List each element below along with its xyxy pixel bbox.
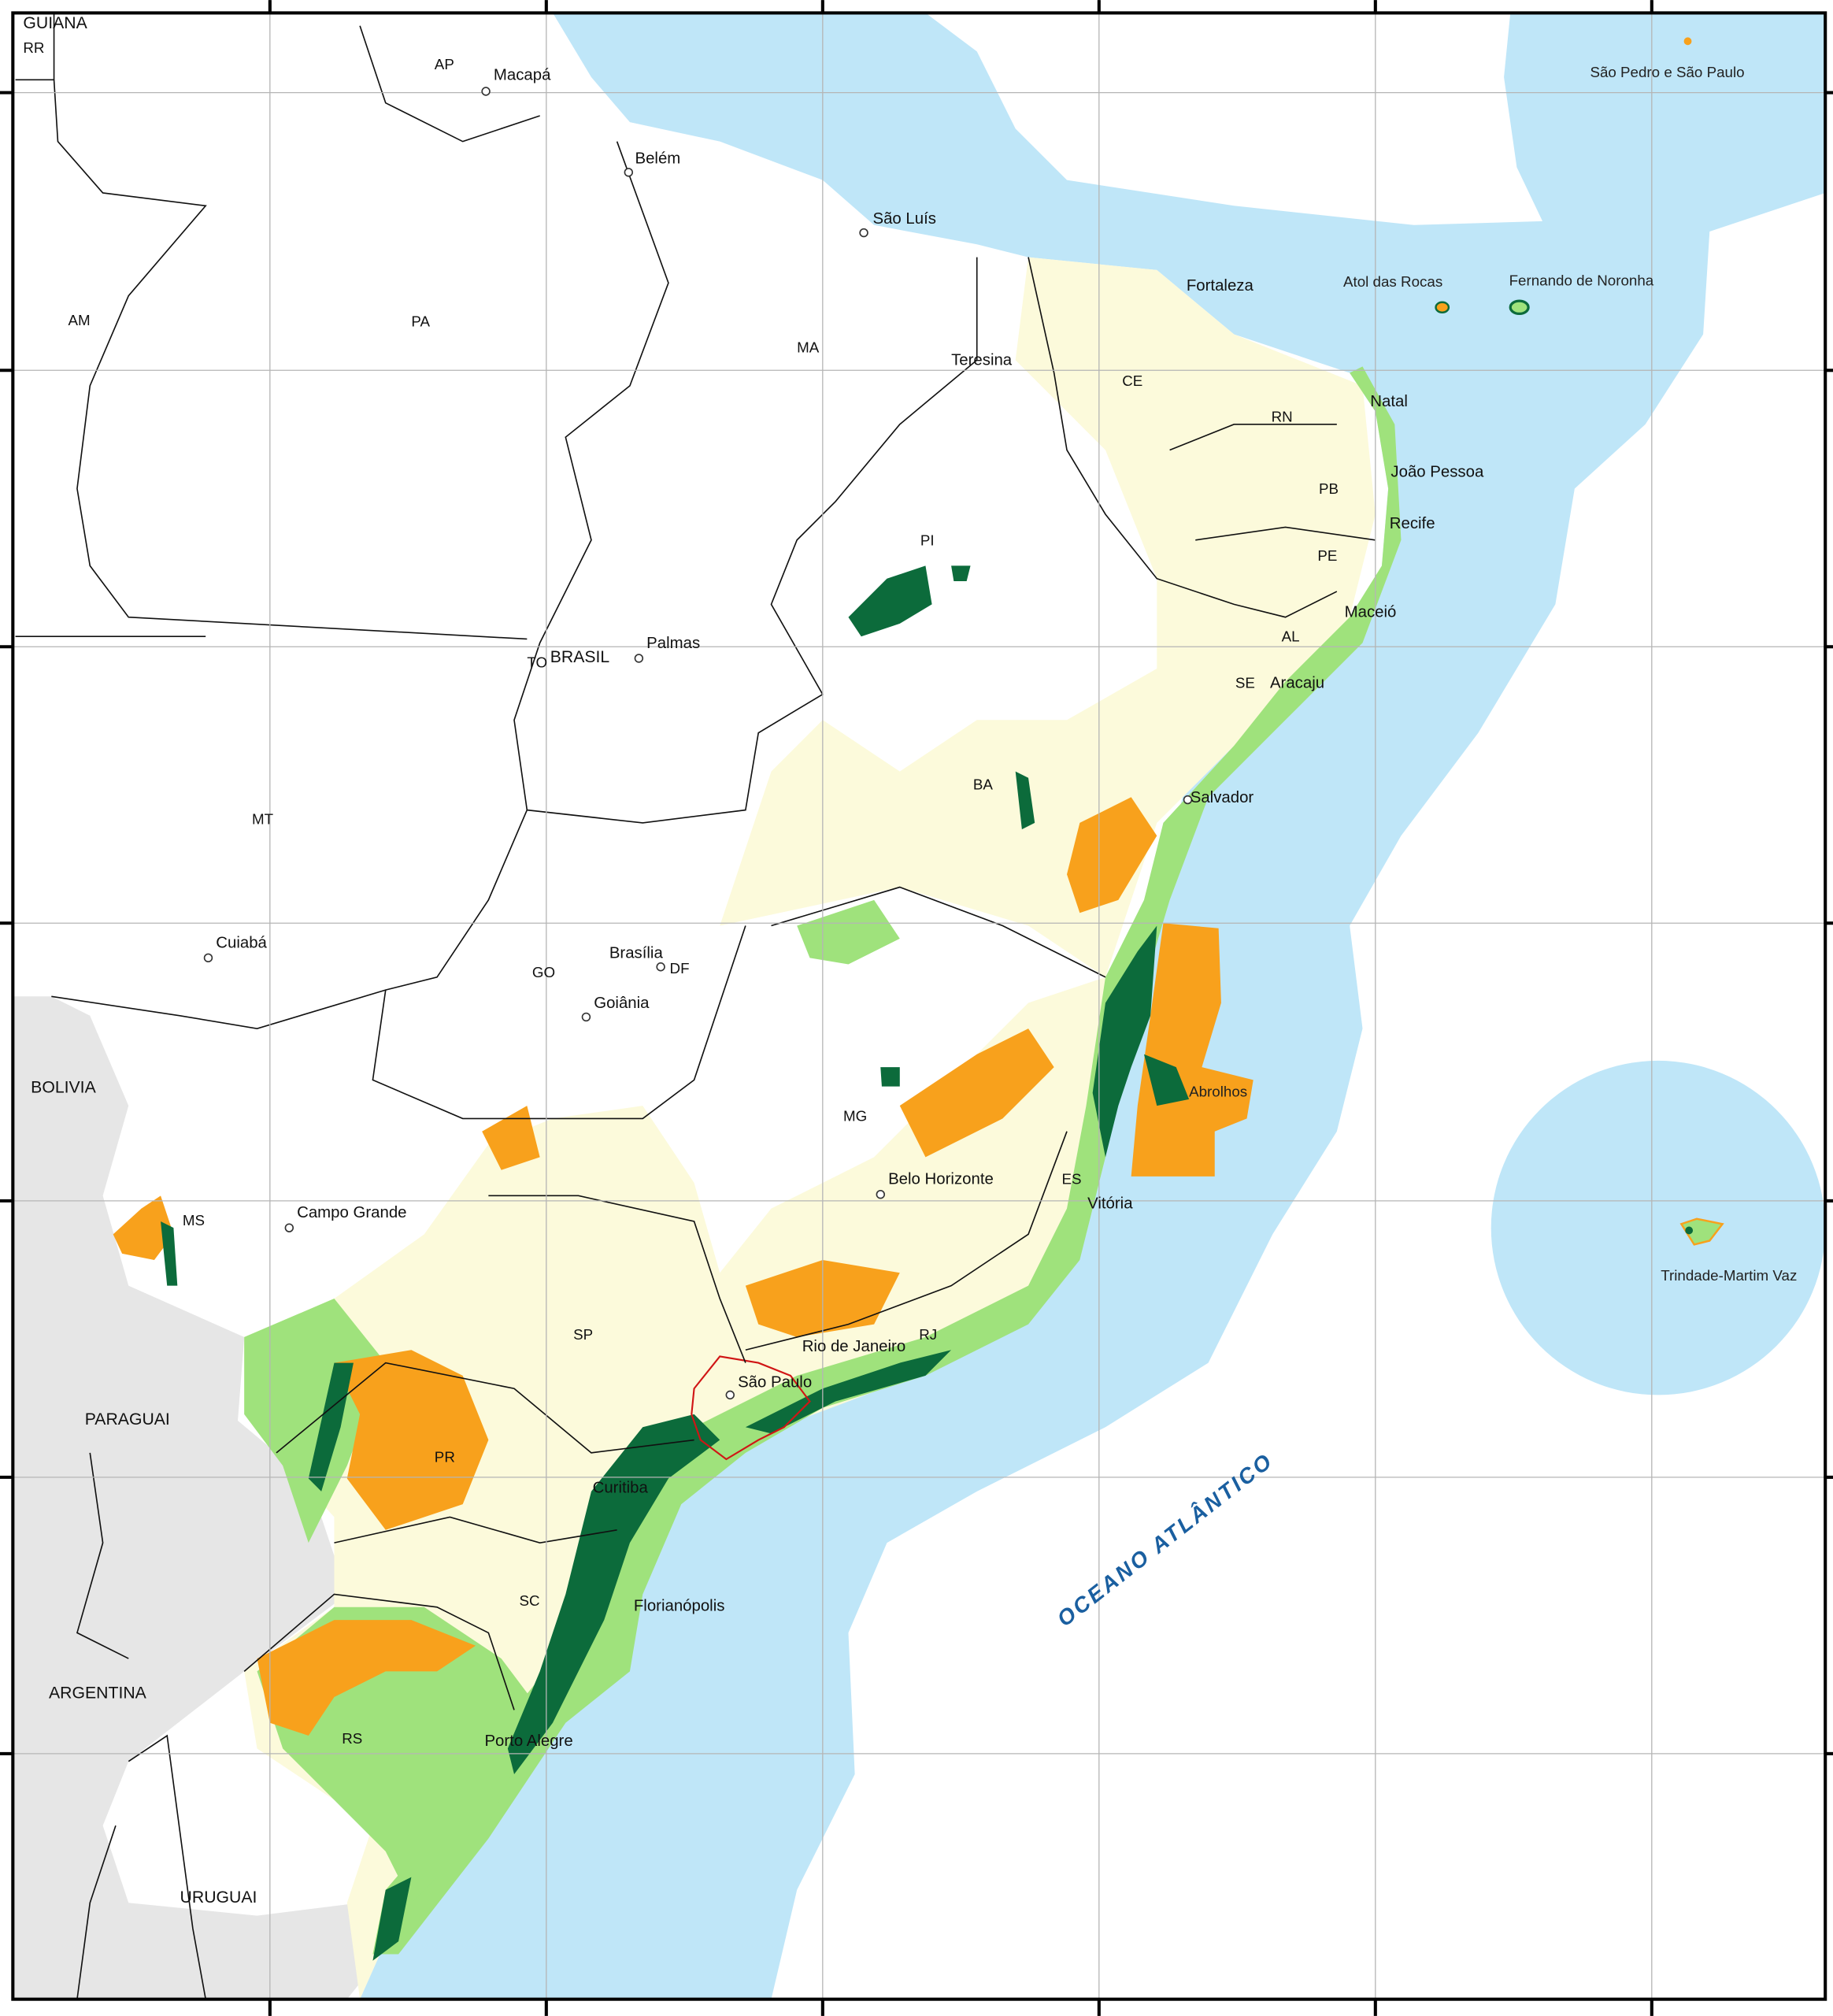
city-label: Palmas [646,635,700,652]
city-label: Fortaleza [1187,277,1254,295]
city-label: Curitiba [593,1479,649,1496]
city-label: Natal [1370,393,1408,410]
city-markers [203,87,1193,1400]
state-label: SC [520,1592,540,1609]
state-label: ES [1061,1171,1081,1188]
city-label: Aracaju [1270,674,1324,691]
city-label: Porto Alegre [484,1732,572,1750]
city-label: São Paulo [738,1374,812,1392]
state-label: PB [1319,480,1339,497]
country-label: BRASIL [550,648,610,666]
state-label: MS [183,1212,205,1228]
city-label: Salvador [1191,789,1254,806]
city-label: Brasília [609,944,664,962]
country-label: PARAGUAI [85,1410,170,1429]
state-label: RJ [919,1326,937,1343]
island-label: Atol das Rocas [1343,273,1442,290]
city-label: Florianópolis [634,1598,725,1615]
city-label: Macapá [494,66,551,83]
island-label: Abrolhos [1189,1084,1247,1100]
state-label: PA [411,313,430,330]
map-frame [11,11,1827,2001]
country-label: GUIANA [23,14,87,32]
country-label: URUGUAI [180,1888,257,1907]
state-label: MT [252,811,274,828]
neighbor-countries [13,996,373,1999]
trindade-eez [1490,1060,1826,1395]
state-borders [15,13,1376,1999]
state-label: MG [843,1108,867,1125]
ocean-area [360,13,1826,1999]
city-label: Teresina [951,352,1013,369]
state-label: AP [435,56,454,72]
state-label: RS [342,1730,362,1747]
city-label: Rio de Janeiro [802,1338,905,1355]
city-label: São Luís [872,210,936,228]
islands [1435,37,1724,1246]
city-label: Campo Grande [297,1204,406,1221]
state-label: SE [1235,674,1255,691]
state-label: DF [670,960,690,976]
city-label: Goiânia [594,995,650,1012]
state-label: BA [973,776,994,792]
island-label: Trindade-Martim Vaz [1661,1267,1797,1284]
state-label: AM [69,312,91,328]
state-label: PI [920,532,935,548]
city-label: Belém [635,150,680,167]
city-label: Vitória [1087,1195,1133,1213]
city-label: Maceió [1345,604,1397,621]
graticule [13,13,1826,1999]
state-label: MA [797,339,820,355]
city-label: Cuiabá [216,934,267,951]
country-label: BOLIVIA [31,1079,96,1097]
island-label: Fernando de Noronha [1509,272,1654,289]
state-label: CE [1122,372,1142,389]
state-label: RR [23,39,44,56]
country-label: ARGENTINA [49,1684,147,1703]
island-label: São Pedro e São Paulo [1590,64,1744,80]
city-label: Recife [1390,515,1435,532]
state-label: PR [435,1448,455,1465]
vegetation-areas [113,257,1402,1999]
state-label: AL [1282,628,1300,645]
state-label: RN [1272,409,1293,425]
state-label: TO [527,654,547,670]
city-label: Belo Horizonte [888,1171,994,1188]
state-label: GO [532,964,555,980]
city-label: João Pessoa [1390,464,1484,481]
sao-paulo-metro-outline [691,1355,811,1461]
state-label: SP [573,1326,593,1343]
state-label: PE [1317,547,1337,564]
